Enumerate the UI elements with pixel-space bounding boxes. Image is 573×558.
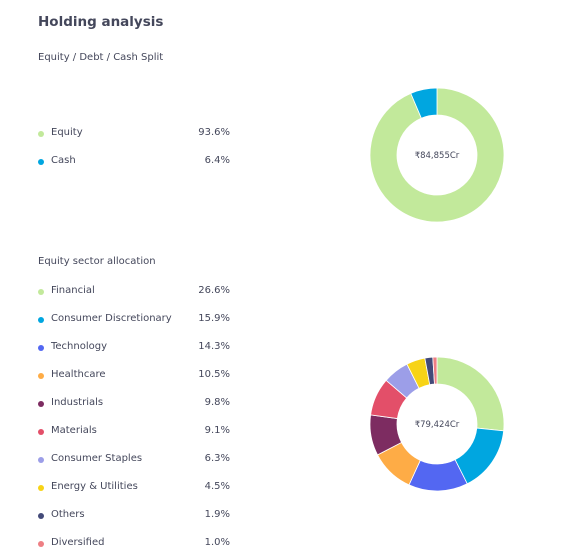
legend-swatch	[38, 457, 44, 463]
legend-value: 93.6%	[198, 127, 230, 138]
split-donut-chart: ₹84,855Cr	[369, 87, 505, 223]
legend-swatch	[38, 541, 44, 547]
legend-value: 15.9%	[198, 313, 230, 324]
legend-item-cash: Cash 6.4%	[38, 154, 230, 170]
sector-donut-chart: ₹79,424Cr	[369, 356, 505, 492]
legend-item-others: Others 1.9%	[38, 508, 230, 524]
legend-item-consumer-discretionary: Consumer Discretionary 15.9%	[38, 312, 230, 328]
legend-value: 4.5%	[204, 481, 230, 492]
legend-item-healthcare: Healthcare 10.5%	[38, 368, 230, 384]
donut-slice-equity[interactable]	[369, 87, 505, 223]
legend-value: 1.0%	[204, 537, 230, 548]
legend-value: 26.6%	[198, 285, 230, 296]
legend-item-materials: Materials 9.1%	[38, 424, 230, 440]
legend-label: Consumer Staples	[51, 453, 143, 464]
legend-swatch	[38, 289, 44, 295]
legend-swatch	[38, 317, 44, 323]
legend-label: Consumer Discretionary	[51, 313, 172, 324]
legend-label: Energy & Utilities	[51, 481, 138, 492]
legend-label: Financial	[51, 285, 95, 296]
legend-swatch	[38, 345, 44, 351]
legend-swatch	[38, 485, 44, 491]
legend-value: 9.8%	[204, 397, 230, 408]
legend-swatch	[38, 429, 44, 435]
legend-value: 6.4%	[204, 155, 230, 166]
legend-item-financial: Financial 26.6%	[38, 284, 230, 300]
legend-item-diversified: Diversified 1.0%	[38, 536, 230, 552]
split-chart-title: Equity / Debt / Cash Split	[38, 52, 164, 63]
donut-slice-diversified[interactable]	[432, 356, 438, 385]
legend-value: 9.1%	[204, 425, 230, 436]
legend-label: Equity	[51, 127, 83, 138]
legend-swatch	[38, 513, 44, 519]
legend-value: 1.9%	[204, 509, 230, 520]
legend-value: 10.5%	[198, 369, 230, 380]
legend-label: Technology	[51, 341, 108, 352]
legend-value: 6.3%	[204, 453, 230, 464]
legend-swatch	[38, 373, 44, 379]
sector-chart-title: Equity sector allocation	[38, 256, 156, 267]
legend-item-energy-and-utilities: Energy & Utilities 4.5%	[38, 480, 230, 496]
legend-item-technology: Technology 14.3%	[38, 340, 230, 356]
donut-center-total: ₹79,424Cr	[415, 420, 460, 430]
legend-label: Diversified	[51, 537, 105, 548]
legend-label: Cash	[51, 155, 76, 166]
donut-center-total: ₹84,855Cr	[415, 151, 460, 161]
legend-swatch	[38, 401, 44, 407]
legend-label: Healthcare	[51, 369, 106, 380]
legend-label: Others	[51, 509, 85, 520]
legend-swatch	[38, 131, 44, 137]
donut-slice-cash[interactable]	[410, 87, 438, 119]
legend-swatch	[38, 159, 44, 165]
holding-analysis-title: Holding analysis	[38, 14, 164, 30]
legend-item-equity: Equity 93.6%	[38, 126, 230, 142]
legend-value: 14.3%	[198, 341, 230, 352]
legend-item-industrials: Industrials 9.8%	[38, 396, 230, 412]
legend-label: Industrials	[51, 397, 104, 408]
legend-label: Materials	[51, 425, 97, 436]
legend-item-consumer-staples: Consumer Staples 6.3%	[38, 452, 230, 468]
